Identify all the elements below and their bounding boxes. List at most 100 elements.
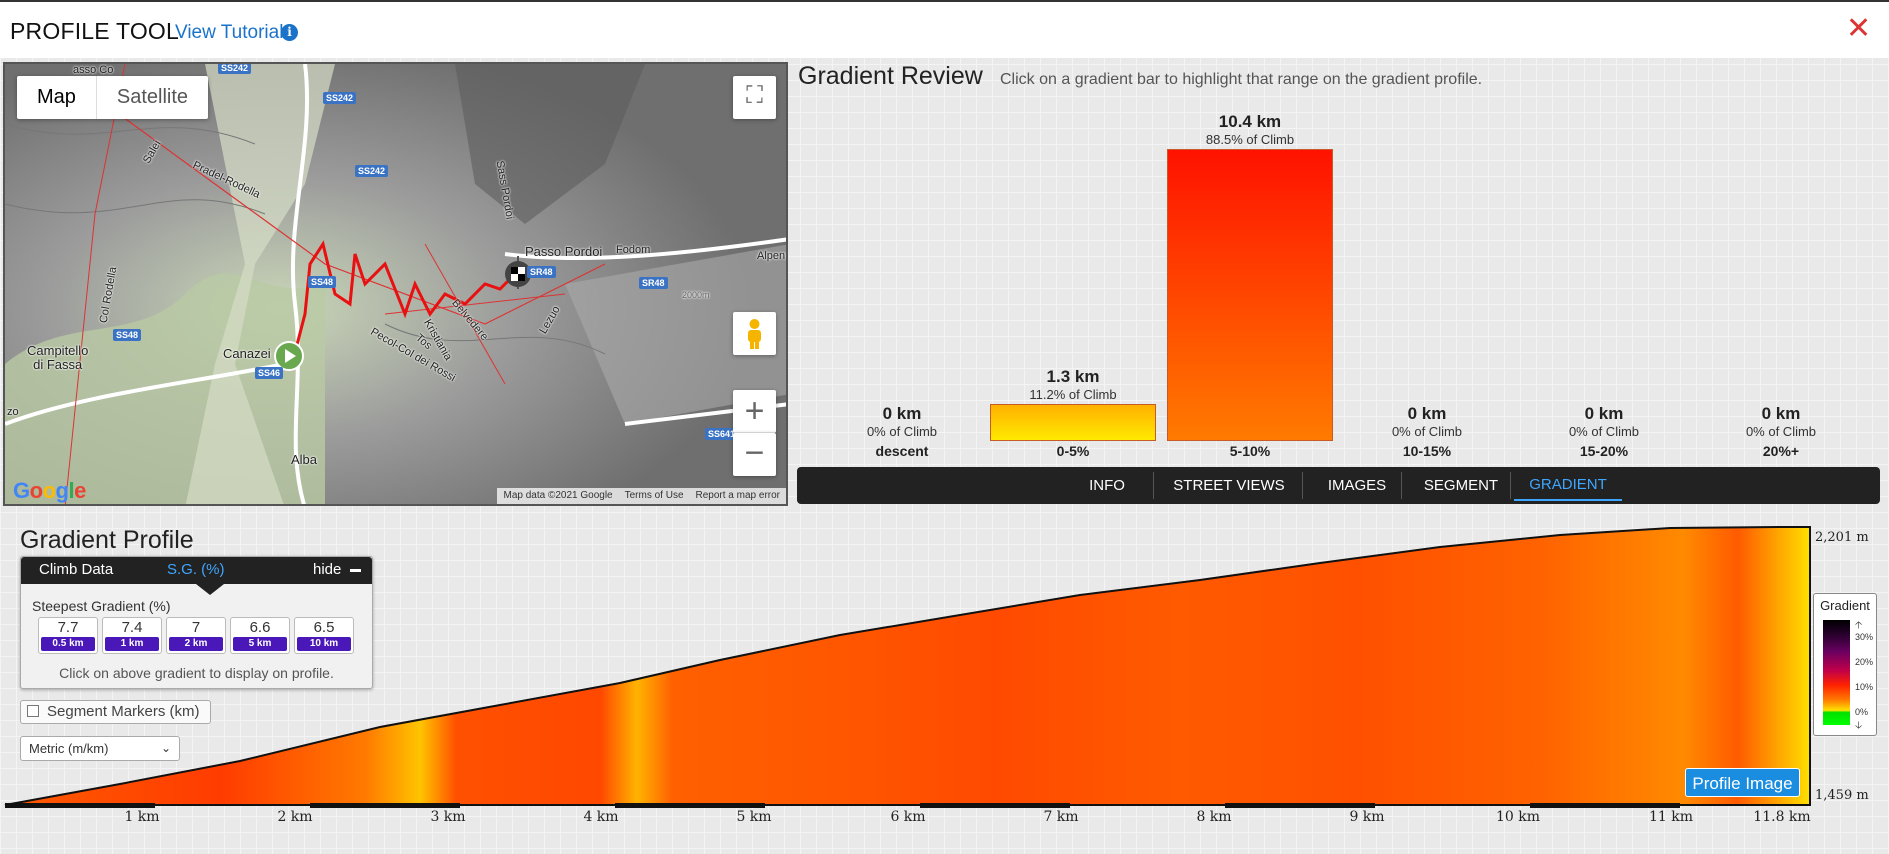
gradient-legend: Gradient 🡡 30% 20% 10% 0% 🡣 [1813, 593, 1877, 736]
road-badge: SS48 [308, 276, 337, 288]
street-view-pegman-icon[interactable] [733, 312, 776, 355]
gradient-bar-percent: 0% of Climb [1745, 424, 1817, 439]
tab-images[interactable]: IMAGES [1327, 477, 1387, 494]
sg-value: 6.6 [249, 619, 271, 636]
gradient-bar-5-10[interactable] [1167, 148, 1333, 441]
view-tutorial-link[interactable]: View Tutorial [175, 22, 284, 43]
segment-markers-checkbox[interactable] [27, 705, 39, 717]
terms-of-use-link[interactable]: Terms of Use [624, 490, 684, 501]
road-badge: SS242 [323, 92, 357, 104]
elevation-max-label: 2,201 m [1815, 530, 1869, 545]
sg-value: 7.4 [121, 619, 143, 636]
map-panel[interactable]: Passo Pordoi Canazei Campitello di Fassa… [3, 62, 788, 506]
steepest-gradient-button[interactable]: 6.6 5 km [230, 617, 290, 654]
sg-value: 7 [191, 619, 201, 636]
map-data-text: Map data ©2021 Google [503, 490, 613, 501]
google-logo: Google [13, 478, 86, 503]
distance-tick-label: 11.8 km [1753, 809, 1811, 825]
road-badge: SS46 [255, 367, 284, 379]
gradient-bar-km: 10.4 km [1218, 111, 1282, 131]
sg-value: 7.7 [57, 619, 79, 636]
climb-data-tab[interactable]: Climb Data [39, 561, 114, 578]
tab-divider [1510, 472, 1511, 499]
gradient-bar-km: 0 km [1584, 404, 1624, 423]
map-type-toggle: Map Satellite [17, 76, 209, 119]
header-bar: PROFILE TOOL View Tutorial i ✕ [0, 0, 1889, 58]
road-badge: SS48 [113, 329, 142, 341]
steepest-gradient-button[interactable]: 7.7 0.5 km [38, 617, 98, 654]
tab-street-views[interactable]: STREET VIEWS [1173, 477, 1285, 494]
hide-button[interactable]: hide [313, 561, 342, 578]
axis-segment [1225, 803, 1375, 808]
minus-icon[interactable] [350, 569, 361, 572]
distance-tick-label: 6 km [890, 809, 926, 825]
close-icon[interactable]: ✕ [1846, 11, 1872, 46]
elevation-min-label: 1,459 m [1815, 788, 1869, 803]
legend-title: Gradient [1820, 598, 1870, 613]
legend-value: 30% [1855, 632, 1874, 642]
map-type-satellite-button[interactable]: Satellite [116, 86, 189, 108]
gradient-bar-percent: 0% of Climb [1568, 424, 1640, 439]
steepest-gradient-button[interactable]: 6.5 10 km [294, 617, 354, 654]
map-label-alba: Alba [291, 452, 318, 467]
distance-tick-label: 7 km [1043, 809, 1079, 825]
sg-distance: 1 km [105, 637, 159, 651]
road-badge: SS641 [705, 428, 739, 440]
fullscreen-icon[interactable]: ⛶ [733, 76, 776, 119]
map-label-fodom: Fodom [616, 244, 651, 256]
climb-data-panel: Climb Data S.G. (%) hide Steepest Gradie… [20, 556, 373, 689]
distance-tick-label: 4 km [583, 809, 619, 825]
distance-tick-label: 5 km [736, 809, 772, 825]
tab-segment[interactable]: SEGMENT [1423, 477, 1499, 494]
legend-value: 10% [1855, 682, 1874, 692]
report-map-error-link[interactable]: Report a map error [695, 490, 780, 501]
steepest-gradient-button[interactable]: 7.4 1 km [102, 617, 162, 654]
gradient-bar-percent: 0% of Climb [1391, 424, 1463, 439]
sg-distance: 2 km [169, 637, 223, 651]
tab-gradient[interactable]: GRADIENT [1514, 469, 1622, 501]
gradient-bar-0-5[interactable] [990, 404, 1156, 441]
elevation-profile-chart[interactable] [0, 525, 1889, 825]
road-badge: SR48 [639, 277, 668, 289]
gradient-bar-category: 15-20% [1579, 443, 1629, 459]
zoom-out-button[interactable]: − [733, 433, 776, 476]
gradient-bar-km: 0 km [1761, 404, 1801, 423]
map-label-zo: zo [7, 406, 19, 418]
map-label-alpenr: Alpenr [757, 250, 788, 262]
zoom-in-button[interactable]: + [733, 390, 776, 433]
steepest-gradient-tab[interactable]: S.G. (%) [167, 561, 225, 578]
profile-image-button[interactable]: Profile Image [1685, 768, 1800, 797]
tab-divider [1401, 472, 1402, 499]
info-icon[interactable]: i [281, 24, 298, 41]
steepest-gradient-note: Click on above gradient to display on pr… [59, 665, 334, 681]
segment-markers-toggle[interactable]: Segment Markers (km) [20, 700, 211, 724]
tab-info[interactable]: INFO [1089, 477, 1125, 494]
sg-value: 6.5 [313, 619, 335, 636]
gradient-bar-km: 0 km [1407, 404, 1447, 423]
axis-segment [1530, 803, 1680, 808]
map-type-map-button[interactable]: Map [17, 76, 97, 119]
page-title: PROFILE TOOL [10, 18, 179, 44]
distance-tick-label: 9 km [1349, 809, 1385, 825]
legend-value: 20% [1855, 657, 1874, 667]
map-attribution: Map data ©2021 Google Terms of Use Repor… [497, 488, 786, 504]
map-terrain [5, 64, 786, 504]
gradient-profile-title: Gradient Profile [20, 526, 194, 554]
distance-tick-label: 2 km [277, 809, 313, 825]
map-label-canazei: Canazei [223, 346, 271, 361]
gradient-review-subtitle: Click on a gradient bar to highlight tha… [1000, 71, 1483, 88]
arrow-up-icon: 🡡 [1855, 620, 1863, 631]
road-badge: SS242 [355, 165, 389, 177]
tab-divider [1153, 472, 1154, 499]
gradient-bar-percent: 88.5% of Climb [1205, 131, 1295, 147]
map-label-2000m: 2000m [682, 290, 710, 300]
legend-value: 0% [1855, 707, 1869, 717]
gradient-bar-km: 1.3 km [1046, 367, 1100, 387]
units-select-value: Metric (m/km) [29, 741, 109, 756]
units-select[interactable]: Metric (m/km) ⌄ [20, 736, 180, 761]
road-badge: SS242 [218, 64, 252, 74]
axis-segment [5, 803, 155, 808]
distance-tick-label: 1 km [124, 809, 160, 825]
tab-pointer [196, 584, 224, 595]
